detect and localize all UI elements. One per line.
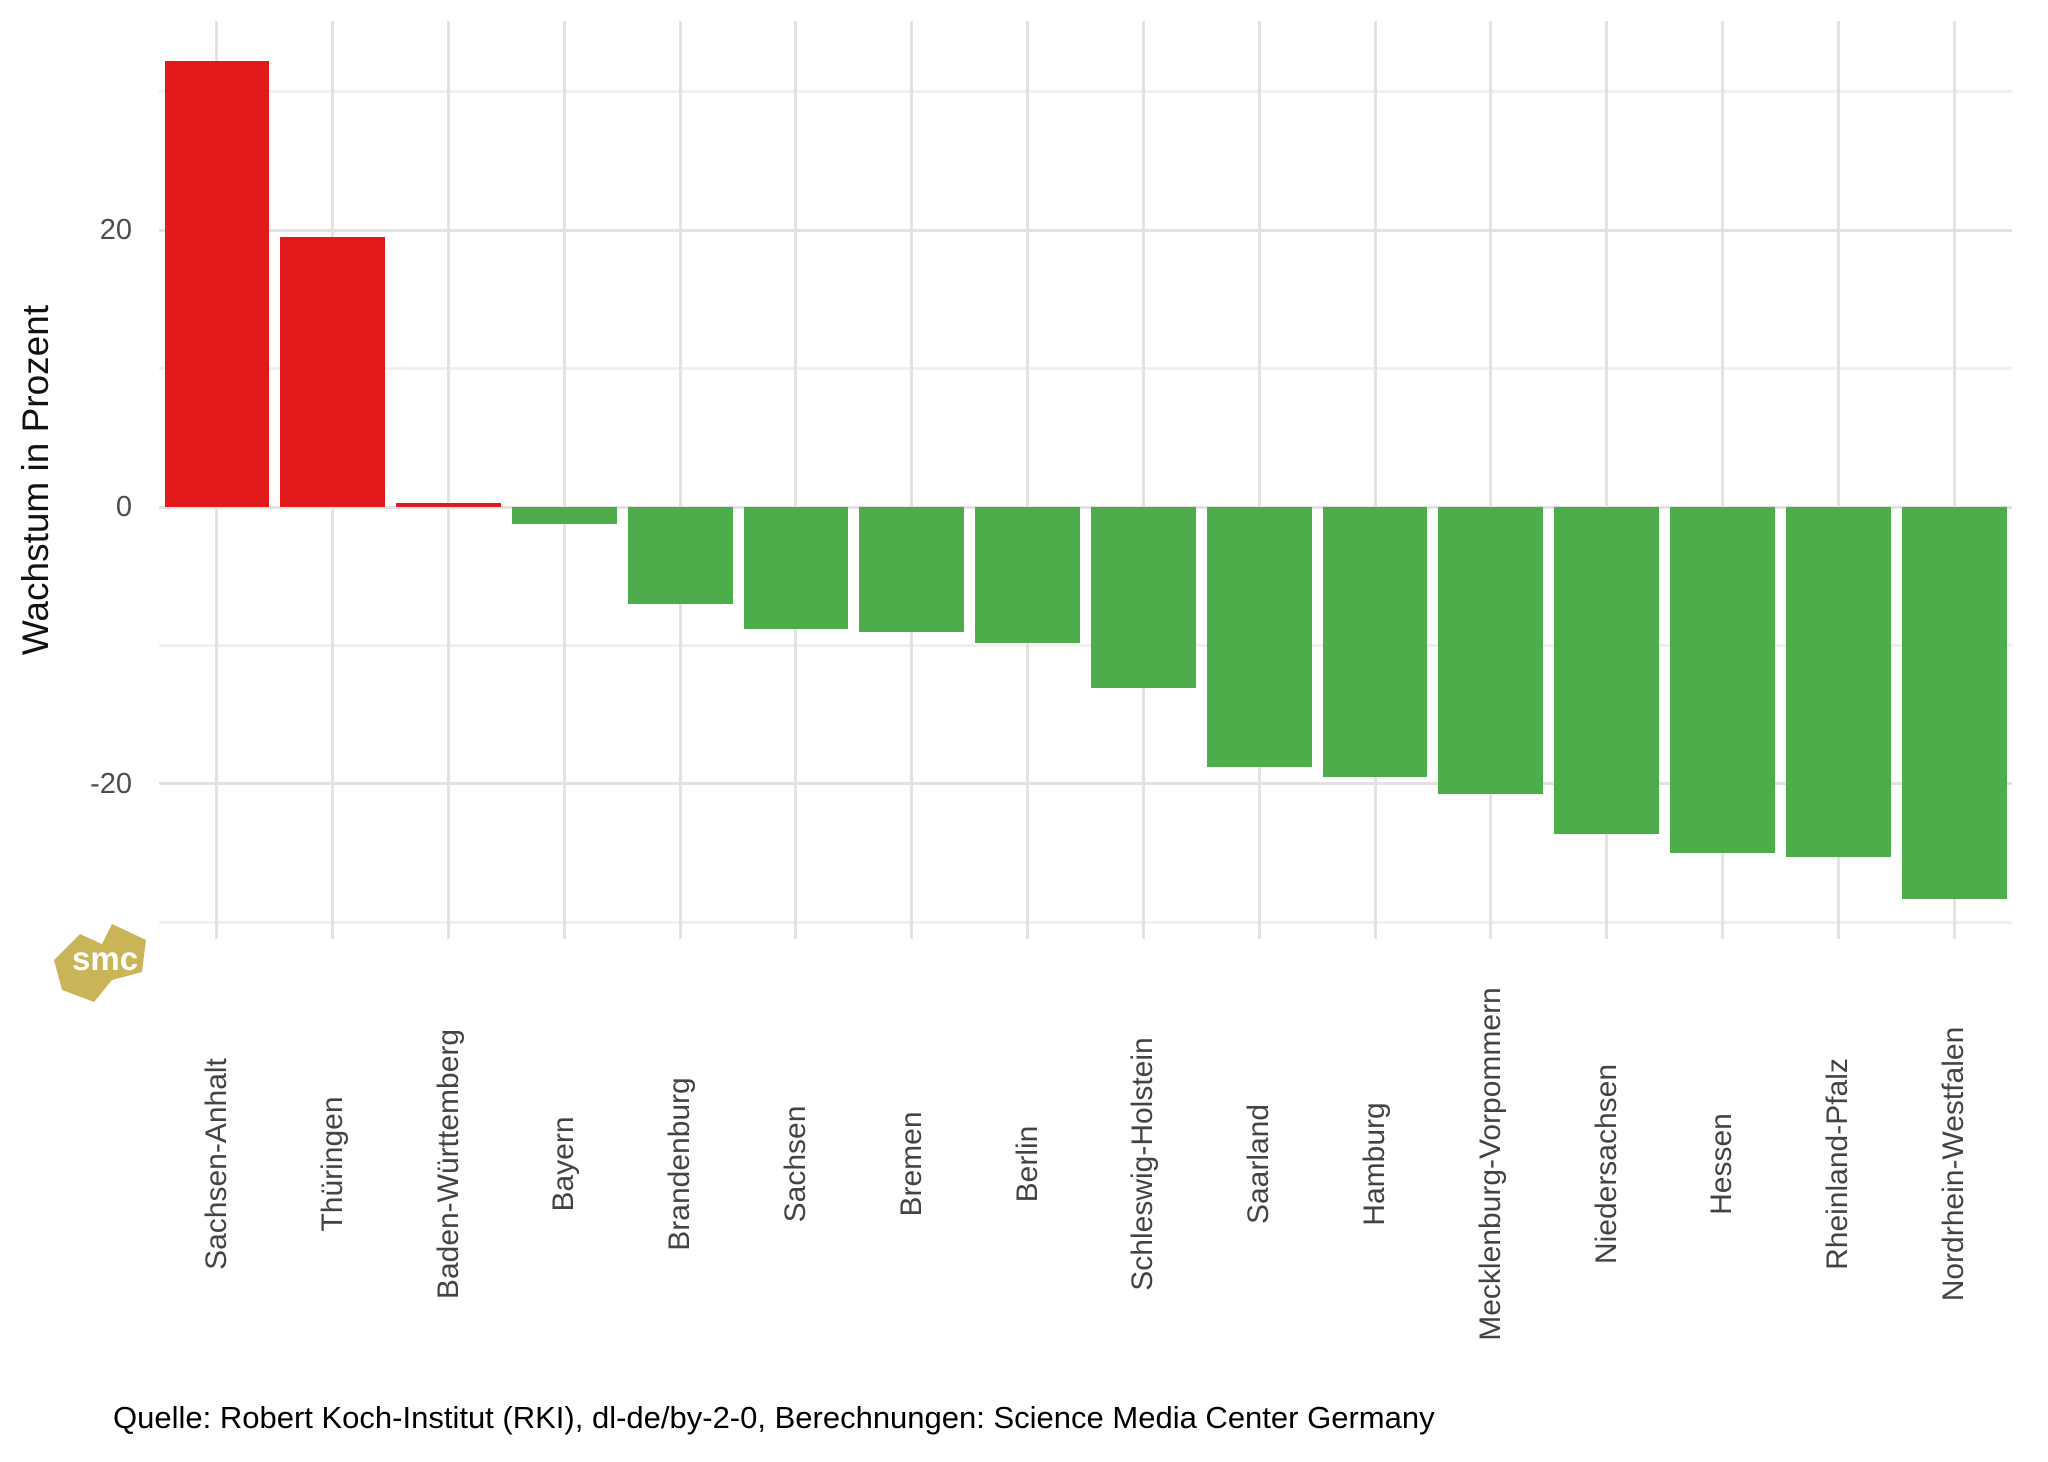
- x-label-Berlin: Berlin: [1010, 1125, 1044, 1203]
- gridline-category-5: [794, 21, 798, 939]
- x-label-Sachsen: Sachsen: [778, 1105, 812, 1223]
- bar-Thüringen: [280, 237, 386, 507]
- bar-Mecklenburg-Vorpommern: [1438, 507, 1544, 794]
- gridline-minor-y10: [159, 367, 2012, 371]
- x-label-Bayern: Bayern: [547, 1116, 581, 1212]
- gridline-category-8: [1141, 21, 1145, 939]
- bar-Niedersachsen: [1554, 507, 1660, 834]
- x-label-Rheinland-Pfalz: Rheinland-Pfalz: [1821, 1058, 1855, 1270]
- x-label-Brandenburg: Brandenburg: [663, 1077, 697, 1251]
- x-label-cell-3: Bayern: [506, 944, 622, 1384]
- bar-Bayern: [511, 507, 617, 524]
- x-label-cell-1: Thüringen: [275, 944, 391, 1384]
- x-label-cell-2: Baden-Württemberg: [391, 944, 507, 1384]
- bar-Sachsen-Anhalt: [164, 61, 270, 507]
- bar-Sachsen: [743, 507, 849, 629]
- x-label-Saarland: Saarland: [1242, 1103, 1276, 1225]
- x-label-cell-12: Niedersachsen: [1549, 944, 1665, 1384]
- gridline-major-y0: [159, 505, 2012, 509]
- x-label-cell-0: Sachsen-Anhalt: [159, 944, 275, 1384]
- bar-Saarland: [1206, 507, 1312, 768]
- y-tick-label-20: 20: [99, 214, 132, 247]
- bar-Hamburg: [1322, 507, 1428, 777]
- gridline-category-14: [1836, 21, 1840, 939]
- x-label-Hessen: Hessen: [1705, 1113, 1739, 1215]
- x-label-cell-8: Schleswig-Holstein: [1086, 944, 1202, 1384]
- y-tick-label-0: 0: [115, 491, 132, 523]
- gridline-category-15: [1952, 21, 1956, 939]
- bar-Baden-Württemberg: [396, 502, 501, 507]
- x-label-Sachsen-Anhalt: Sachsen-Anhalt: [199, 1058, 233, 1270]
- gridline-category-9: [1257, 21, 1261, 939]
- smc-logo-text: smc: [72, 940, 138, 977]
- x-label-cell-7: Berlin: [970, 944, 1086, 1384]
- plot-panel: [159, 21, 2012, 939]
- gridline-category-3: [562, 21, 566, 939]
- source-caption: Quelle: Robert Koch-Institut (RKI), dl-d…: [113, 1400, 1435, 1435]
- x-label-Mecklenburg-Vorpommern: Mecklenburg-Vorpommern: [1473, 987, 1507, 1341]
- bar-Rheinland-Pfalz: [1785, 507, 1891, 858]
- gridline-category-4: [678, 21, 682, 939]
- y-tick-label--20: -20: [90, 767, 132, 800]
- y-axis-tick-labels: 20 0 -20: [0, 21, 146, 939]
- x-label-cell-10: Hamburg: [1317, 944, 1433, 1384]
- x-label-cell-4: Brandenburg: [622, 944, 738, 1384]
- x-label-Thüringen: Thüringen: [315, 1096, 349, 1232]
- x-label-cell-11: Mecklenburg-Vorpommern: [1433, 944, 1549, 1384]
- gridline-category-12: [1605, 21, 1609, 939]
- x-axis-labels: Sachsen-Anhalt Thüringen Baden-Württemberg…: [159, 944, 2012, 1384]
- gridline-major-y20: [159, 228, 2012, 232]
- x-label-cell-5: Sachsen: [738, 944, 854, 1384]
- x-label-Bremen: Bremen: [894, 1111, 928, 1217]
- gridline-category-13: [1720, 21, 1724, 939]
- x-label-Schleswig-Holstein: Schleswig-Holstein: [1126, 1037, 1160, 1291]
- gridline-category-2: [447, 21, 451, 939]
- x-label-Baden-Württemberg: Baden-Württemberg: [431, 1028, 465, 1300]
- bar-Hessen: [1670, 507, 1775, 854]
- x-label-cell-13: Hessen: [1665, 944, 1781, 1384]
- gridline-minor-y-10: [159, 643, 2012, 647]
- bar-Nordrhein-Westfalen: [1901, 507, 2007, 899]
- bar-Schleswig-Holstein: [1091, 507, 1196, 689]
- x-label-cell-6: Bremen: [854, 944, 970, 1384]
- x-label-Nordrhein-Westfalen: Nordrhein-Westfalen: [1937, 1026, 1971, 1302]
- x-label-cell-15: Nordrhein-Westfalen: [1896, 944, 2012, 1384]
- gridline-category-10: [1373, 21, 1377, 939]
- smc-logo-shape: [54, 924, 146, 1002]
- gridline-category-7: [1026, 21, 1030, 939]
- gridline-minor-y30: [159, 90, 2012, 94]
- x-label-cell-9: Saarland: [1201, 944, 1317, 1384]
- x-label-Hamburg: Hamburg: [1358, 1102, 1392, 1226]
- gridline-minor-y-30: [159, 920, 2012, 924]
- gridline-category-6: [910, 21, 914, 939]
- bar-Bremen: [859, 507, 965, 632]
- gridline-major-y-20: [159, 782, 2012, 786]
- bar-Berlin: [975, 507, 1080, 643]
- gridline-category-11: [1489, 21, 1493, 939]
- x-label-cell-14: Rheinland-Pfalz: [1780, 944, 1896, 1384]
- bar-Brandenburg: [627, 507, 733, 604]
- smc-logo: smc: [54, 924, 146, 1002]
- x-label-Niedersachsen: Niedersachsen: [1589, 1063, 1623, 1265]
